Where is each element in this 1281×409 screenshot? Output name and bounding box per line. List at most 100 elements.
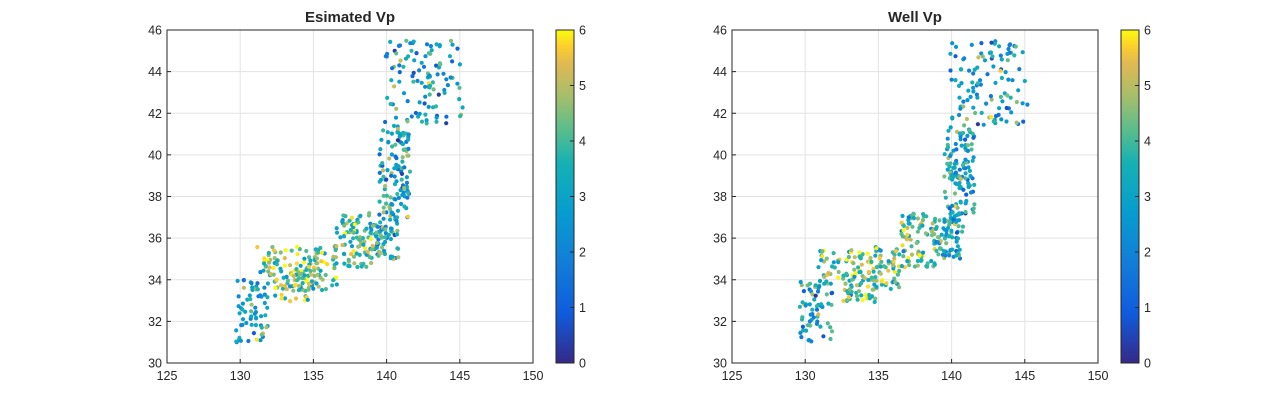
scatter-point <box>929 229 934 234</box>
scatter-point <box>347 264 352 269</box>
scatter-point <box>975 122 981 127</box>
scatter-point <box>819 302 824 307</box>
scatter-point <box>812 297 817 302</box>
scatter-point <box>389 152 394 157</box>
scatter-point <box>917 225 922 231</box>
scatter-point <box>813 293 818 298</box>
scatter-point <box>968 174 973 179</box>
scatter-point <box>808 312 813 317</box>
scatter-point <box>936 252 941 257</box>
scatter-point <box>893 249 899 254</box>
scatter-point <box>1010 78 1015 83</box>
scatter-point <box>873 275 878 280</box>
scatter-point <box>971 155 976 160</box>
scatter-point <box>352 261 357 266</box>
scatter-point <box>377 152 382 157</box>
scatter-point <box>965 133 970 138</box>
scatter-point <box>334 230 340 235</box>
scatter-point <box>393 197 398 202</box>
scatter-point <box>356 237 362 242</box>
scatter-point <box>388 226 394 231</box>
scatter-point <box>901 249 906 254</box>
scatter-point <box>958 177 963 182</box>
scatter-point <box>413 110 418 116</box>
scatter-point <box>381 210 386 215</box>
scatter-point <box>423 112 428 117</box>
scatter-point <box>909 244 914 249</box>
scatter-point <box>1013 44 1018 49</box>
scatter-point <box>458 114 463 119</box>
scatter-point <box>271 265 276 271</box>
scatter-point <box>942 219 947 224</box>
scatter-point <box>398 188 403 193</box>
scatter-point <box>997 44 1002 49</box>
scatter-point <box>1025 102 1030 107</box>
x-tick-label: 125 <box>722 369 743 383</box>
scatter-point <box>422 101 427 106</box>
scatter-point <box>888 286 893 291</box>
y-tick-label: 36 <box>148 232 162 246</box>
scatter-point <box>897 268 902 274</box>
scatter-point <box>254 316 259 321</box>
scatter-point <box>955 236 961 241</box>
scatter-point <box>942 189 948 194</box>
scatter-point <box>264 325 269 330</box>
scatter-point <box>396 255 401 260</box>
x-tick-label: 130 <box>795 369 816 383</box>
scatter-point <box>262 292 267 297</box>
scatter-point <box>826 270 831 276</box>
scatter-point <box>385 168 390 173</box>
scatter-point <box>436 92 441 97</box>
scatter-point <box>261 261 267 266</box>
scatter-point <box>975 95 980 100</box>
scatter-point <box>419 60 424 65</box>
x-tick-label: 135 <box>868 369 889 383</box>
scatter-point <box>379 235 384 240</box>
scatter-point <box>423 54 428 59</box>
scatter-point <box>394 165 399 170</box>
scatter-point <box>395 191 400 197</box>
scatter-point <box>384 177 389 182</box>
scatter-point <box>867 296 872 301</box>
scatter-point <box>971 105 976 110</box>
scatter-point <box>952 191 958 196</box>
scatter-point <box>408 41 413 46</box>
scatter-point <box>854 283 859 288</box>
scatter-point <box>873 253 878 258</box>
scatter-point <box>852 274 857 279</box>
scatter-point <box>396 195 401 200</box>
scatter-point <box>302 273 307 278</box>
scatter-point <box>971 71 976 76</box>
scatter-point <box>262 300 267 306</box>
scatter-point <box>394 106 399 111</box>
scatter-point <box>967 68 972 73</box>
x-tick-label: 145 <box>449 369 470 383</box>
scatter-point <box>993 114 999 119</box>
scatter-point <box>364 264 369 269</box>
scatter-point <box>421 64 427 69</box>
scatter-point <box>249 314 254 319</box>
scatter-point <box>874 284 879 289</box>
scatter-point <box>405 119 410 124</box>
scatter-point <box>999 57 1004 62</box>
scatter-point <box>948 68 953 73</box>
scatter-point <box>899 220 904 225</box>
scatter-point <box>398 58 403 63</box>
scatter-point <box>348 227 353 232</box>
scatter-point <box>406 132 411 137</box>
scatter-point <box>285 278 290 283</box>
colorbar-tick-label: 2 <box>1144 246 1151 260</box>
scatter-point <box>874 246 879 251</box>
scatter-point <box>240 307 245 312</box>
scatter-point <box>248 297 253 302</box>
scatter-point <box>956 224 961 229</box>
scatter-point <box>935 240 940 245</box>
scatter-point <box>815 289 821 294</box>
scatter-point <box>893 280 898 285</box>
scatter-point <box>847 295 852 300</box>
scatter-point <box>862 276 868 281</box>
scatter-point <box>397 70 402 75</box>
scatter-point <box>859 293 864 298</box>
scatter-point <box>415 78 420 83</box>
scatter-point <box>253 310 258 315</box>
